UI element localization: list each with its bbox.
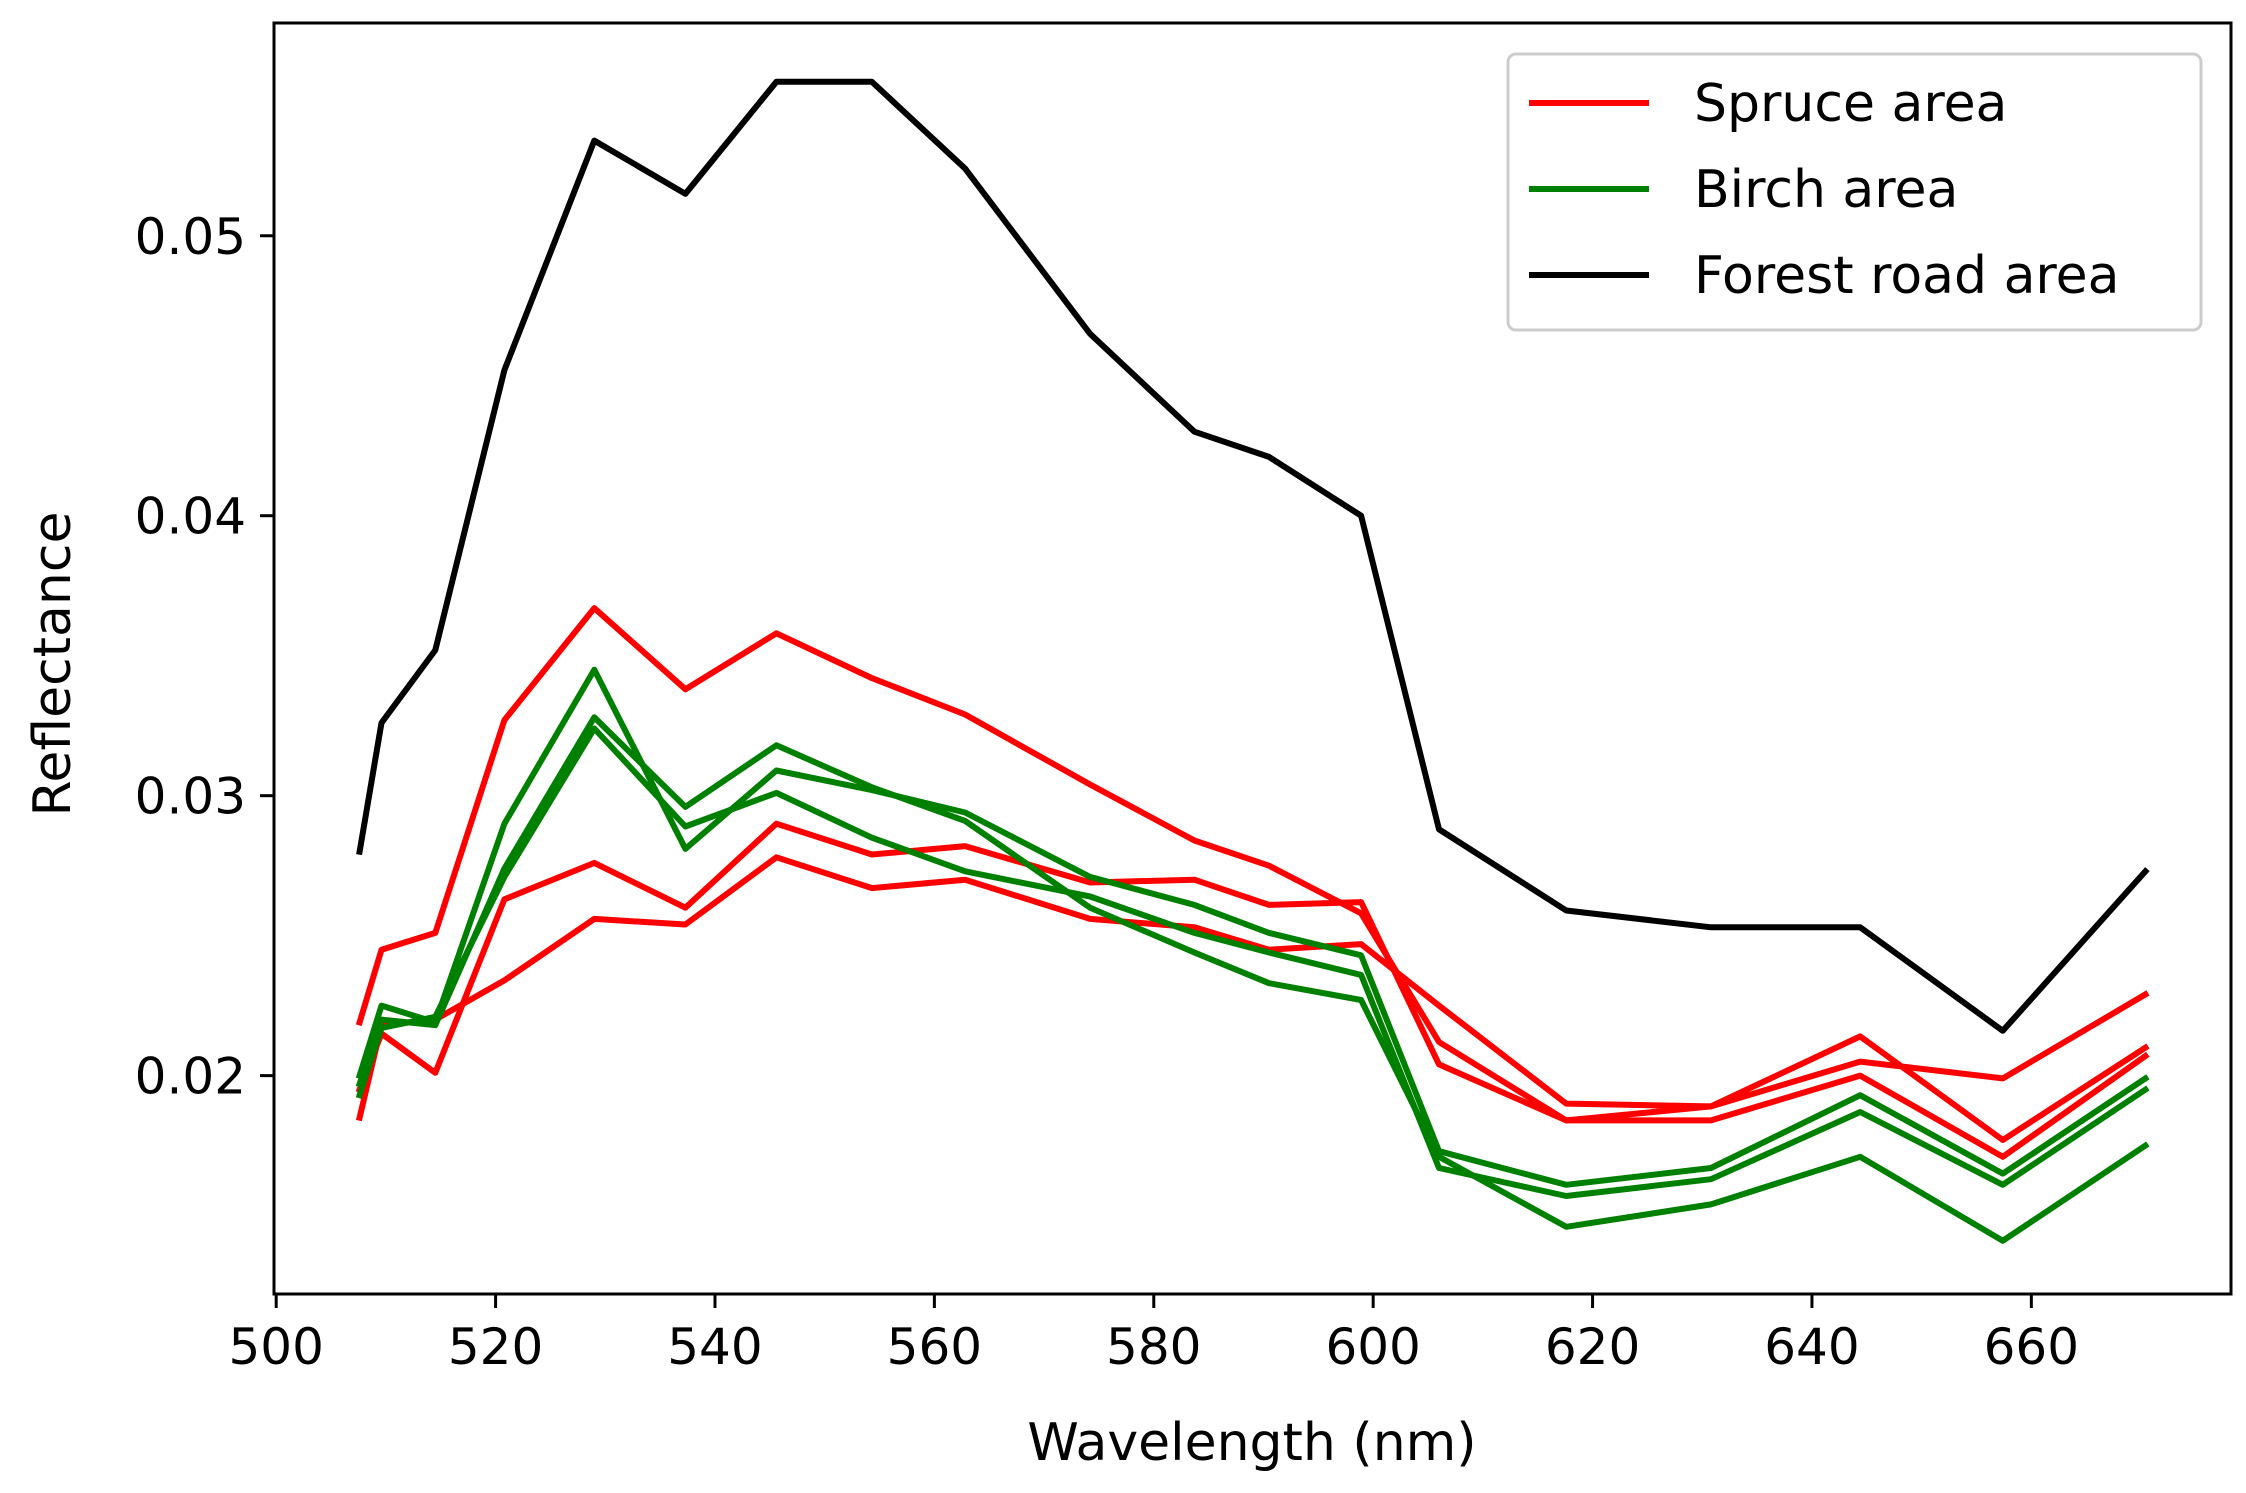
- series-line-birch-area-4: [355, 666, 2150, 1188]
- x-tick-label: 520: [448, 1318, 543, 1376]
- series-layer: [355, 78, 2150, 1244]
- y-tick-label: 0.02: [135, 1048, 246, 1106]
- x-axis-title: Wavelength (nm): [1027, 1413, 1476, 1473]
- plot-frame: [272, 21, 2233, 1296]
- legend-label-spruce-area: Spruce area: [1694, 74, 2007, 134]
- x-tick-label: 540: [667, 1318, 762, 1376]
- y-axis-title: Reflectance: [23, 512, 83, 817]
- x-tick-label: 620: [1545, 1318, 1640, 1376]
- legend-label-forest-road-area: Forest road area: [1694, 246, 2120, 306]
- y-tick-label: 0.03: [135, 768, 246, 826]
- x-axis: 500 520 540 560 580 600 620 640 660: [228, 1294, 2079, 1376]
- legend: Spruce area Birch area Forest road area: [1506, 52, 2203, 332]
- x-tick-label: 660: [1984, 1318, 2079, 1376]
- x-tick-label: 580: [1106, 1318, 1201, 1376]
- y-tick-label: 0.04: [135, 488, 246, 546]
- x-tick-label: 500: [228, 1318, 323, 1376]
- x-tick-label: 560: [887, 1318, 982, 1376]
- y-tick-label: 0.05: [135, 208, 246, 266]
- series-line-birch-area-5: [355, 714, 2150, 1244]
- legend-label-birch-area: Birch area: [1694, 160, 1958, 220]
- y-axis: 0.02 0.03 0.04 0.05: [135, 208, 274, 1106]
- x-tick-label: 640: [1764, 1318, 1859, 1376]
- series-line-birch-area-6: [355, 725, 2150, 1199]
- series-line-spruce-area-1: [355, 605, 2150, 1160]
- legend-frame: [1506, 52, 2203, 332]
- series-line-forest-road-area-7: [356, 78, 2150, 1034]
- x-tick-label: 600: [1325, 1318, 1420, 1376]
- series-line-spruce-area-3: [355, 854, 2150, 1122]
